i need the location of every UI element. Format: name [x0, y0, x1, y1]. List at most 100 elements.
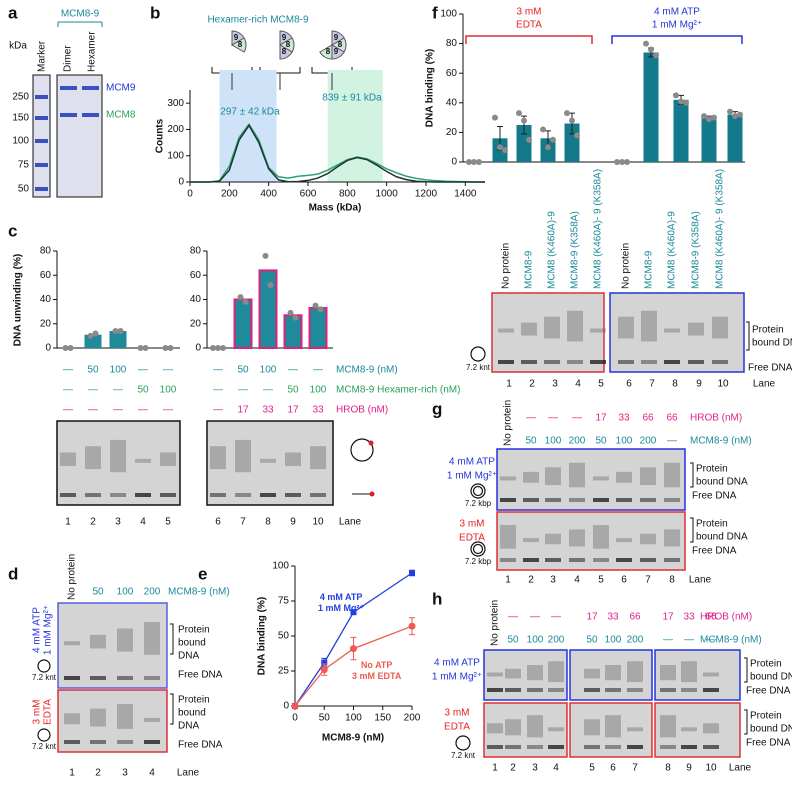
row-cell: 100 [260, 365, 277, 376]
gel-smear [545, 467, 561, 486]
y-tick-label: 60 [40, 270, 52, 281]
condition: 1 mM Mg²⁺ [432, 672, 482, 683]
lane-number: 1 [505, 575, 511, 586]
bracket [744, 709, 748, 735]
data-point [237, 294, 244, 301]
x-tick-label: 10 [312, 517, 324, 528]
gel-smear [616, 471, 632, 483]
row-cell: 17 [595, 413, 607, 424]
gel-smear [544, 316, 560, 339]
y-tick-label: 0 [178, 177, 184, 188]
data-point [142, 345, 149, 351]
bound-label: bound [178, 708, 206, 719]
x-tick-label: 600 [300, 189, 317, 200]
bound-label: Protein [750, 711, 782, 722]
row-cell: 17 [662, 612, 674, 623]
row-cell: 33 [683, 612, 695, 623]
gel [654, 702, 741, 758]
y-tick-label: 20 [190, 318, 202, 329]
gel-band [544, 360, 560, 364]
bracket [690, 517, 694, 543]
gel-band [64, 740, 80, 744]
bracket [170, 623, 174, 655]
y-tick-label: 40 [190, 294, 202, 305]
free-label: Free DNA [746, 686, 791, 697]
protein-band [82, 113, 99, 117]
gel-band [593, 498, 609, 502]
bar [516, 125, 532, 162]
lane-title: Lane [177, 768, 200, 779]
gel-band [527, 745, 543, 749]
y-tick-label: 300 [167, 98, 184, 109]
panel-label: h [432, 589, 442, 608]
row-cell: 33 [312, 405, 324, 416]
data-point [569, 117, 575, 124]
row-cell: 33 [618, 413, 630, 424]
gel-band [593, 558, 609, 562]
gel-smear [618, 316, 634, 339]
data-point [92, 330, 99, 337]
row-cell: 17 [237, 405, 249, 416]
lane-number: 5 [598, 575, 604, 586]
bar [109, 331, 127, 348]
y-tick-label: 60 [190, 270, 202, 281]
gel-smear [90, 634, 106, 649]
series-line [294, 572, 413, 707]
condition-bracket [465, 35, 593, 44]
data-point [87, 332, 94, 339]
y-tick-label: 0 [283, 701, 289, 712]
lane-number: 3 [552, 379, 558, 390]
lane-title: Lane [689, 575, 712, 586]
row-label: HROB (nM) [336, 405, 388, 416]
gel-band [210, 493, 226, 497]
lane-number: 7 [649, 379, 655, 390]
data-point [711, 114, 717, 121]
gel-band [664, 498, 680, 502]
gel-band [117, 740, 133, 744]
gel-smear [681, 661, 697, 683]
data-point [516, 110, 522, 117]
marker-size: 75 [18, 160, 30, 171]
x-axis-label: Mass (kDa) [309, 203, 362, 214]
x-tick-label: 100 [345, 713, 362, 724]
x-tick-label: MCM8 (K460A)- 9 (K358A) [593, 169, 604, 289]
data-point [162, 345, 169, 351]
gel-band [135, 493, 151, 497]
data-point [312, 302, 319, 309]
data-point [683, 99, 689, 106]
gel-band [500, 498, 516, 502]
row-cell: 50 [237, 365, 249, 376]
dna-icon [37, 728, 51, 742]
row-cell: 100 [616, 436, 633, 447]
dna-icon [455, 735, 471, 751]
bar [233, 298, 253, 349]
x-tick-label: MCM8 (K460A)-9 [547, 211, 558, 289]
row-cell: — [88, 385, 98, 396]
conc-title: MCM8-9 (nM) [168, 587, 230, 598]
gel-band [144, 740, 160, 744]
condition: 3 mM [32, 700, 43, 725]
data-point [540, 126, 546, 133]
marker-band [35, 187, 48, 191]
x-tick-label: MCM8-9 [524, 250, 535, 289]
size-label: 7.2 knt [32, 742, 57, 751]
gel-band [523, 558, 539, 562]
marker-size: 50 [18, 184, 30, 195]
gel-band [487, 745, 503, 749]
gel-smear [627, 727, 643, 732]
row-cell: 100 [545, 436, 562, 447]
gel-smear [487, 723, 503, 734]
bound-label: bound [178, 638, 206, 649]
x-tick-label: 1 [65, 517, 71, 528]
row-cell: 200 [627, 635, 644, 646]
dna-icon [472, 543, 484, 555]
y-tick-label: 80 [190, 246, 202, 257]
gel-band [64, 676, 80, 680]
data-point [564, 110, 570, 117]
row-cell: 100 [110, 365, 127, 376]
panel-label: b [150, 3, 160, 22]
lane-number: 3 [550, 575, 556, 586]
row-cell: 50 [525, 436, 537, 447]
marker [350, 645, 357, 653]
condition: 4 mM ATP [32, 607, 43, 653]
